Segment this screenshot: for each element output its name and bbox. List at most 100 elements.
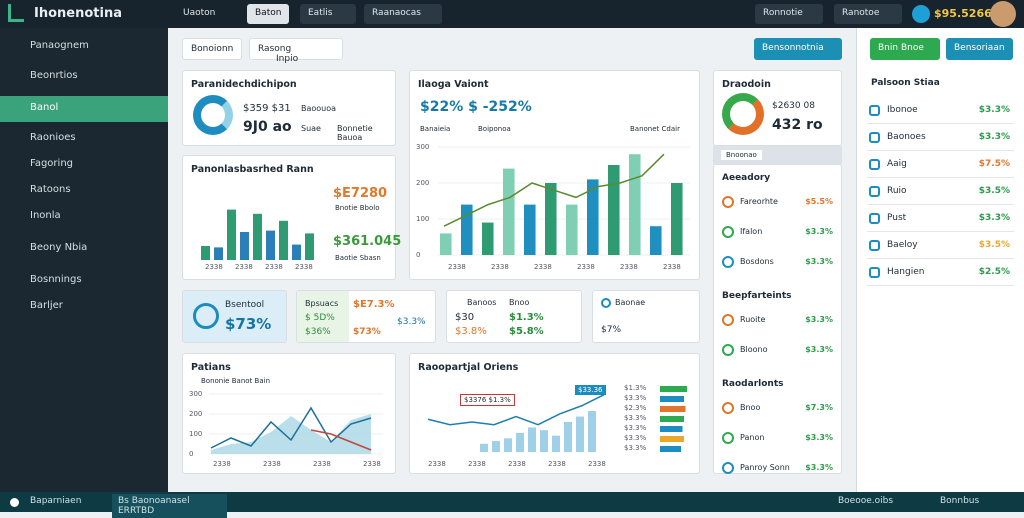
tab[interactable]: Eatlis [300,4,356,24]
y-tick-label: 100 [189,430,202,438]
bar [253,213,262,260]
icon [722,432,734,444]
value: $3.3% [805,315,833,324]
label: Panroy Sonn [740,463,790,472]
nav-item[interactable]: Fagoring [30,158,74,169]
nav-item[interactable]: Bosnnings [30,274,82,285]
menu[interactable]: Ronnotie [755,4,823,24]
button[interactable]: Rasong Inpio [249,38,343,64]
icon [722,196,734,208]
list-row: Ibonoe $3.3% [867,98,1014,124]
bar [660,406,686,412]
top-bar: Ihonenotina Uaoton Baton Eatlis Raanaoca… [0,0,1024,28]
icon [869,267,880,278]
avatar[interactable] [990,1,1016,27]
nav-item[interactable]: Beonrtios [30,70,78,81]
tab[interactable]: Raanaocas [364,4,442,24]
legend: Suae [301,124,321,133]
value: $E7280 [333,186,388,201]
bar [492,441,500,452]
nav-item[interactable]: Banol [0,96,168,122]
value: $359 $31 [243,103,291,114]
x-tick-label: 2338 [620,263,638,271]
bar [528,427,536,452]
bar [588,411,596,452]
bar-label: $3.3% [624,414,647,422]
value: $3.3% [978,132,1010,142]
tab[interactable]: Uaoton [183,8,216,18]
value: $73% [353,327,381,337]
x-tick-label: 2338 [508,460,526,468]
bar [266,230,275,260]
nav-item[interactable]: Panaognem [30,40,89,51]
label: Ruio [887,186,907,196]
x-tick-label: 2338 [663,263,681,271]
value: $30 [455,312,475,323]
label: Ruoite [740,315,766,324]
bar [660,436,684,442]
tab[interactable]: Baton [247,4,290,24]
value: $ 5D% [305,313,335,323]
menu[interactable]: Ranotoe [834,4,902,24]
kpi-card: Bsentool $73% [182,290,287,343]
list-row: Hangien $2.5% [867,260,1014,286]
nav-item[interactable]: Barljer [30,300,63,311]
button[interactable]: Bonoionn [182,38,242,60]
icon [193,303,219,329]
card-title: Draodoin [722,79,771,90]
highlight [297,291,349,342]
icon [10,498,19,507]
bar [524,204,536,255]
x-tick-label: 2338 [205,263,223,271]
card: Raoopartjal Oriens $3376 $1.3% $33.36 23… [409,353,700,474]
bar [292,244,301,260]
label: Baonae [615,298,646,307]
label: Bsentool [225,300,265,310]
x-tick-label: 2338 [468,460,486,468]
x-tick-label: 2338 [534,263,552,271]
bar [650,226,662,255]
value: $3.3% [805,463,833,472]
button[interactable]: Bensoriaan [946,38,1013,60]
x-tick-label: 2338 [263,460,281,468]
bar [660,416,684,422]
nav-item[interactable]: Ratoons [30,184,71,195]
x-tick-label: 2338 [577,263,595,271]
primary-button[interactable]: Bensonnotnia [754,38,842,60]
x-tick-label: 2338 [491,263,509,271]
line-chart: 0 100 200 300 2338 2338 2338 2338 [189,390,383,468]
bar [660,396,684,402]
bar [516,432,524,452]
x-tick-label: 2338 [213,460,231,468]
nav-item[interactable]: Inonla [30,210,61,221]
line [443,153,665,227]
line [427,394,605,426]
button[interactable]: Bnin Bnoe [870,38,940,60]
bar [240,232,249,260]
label: Baparniaen [30,496,82,506]
x-tick-label: 2338 [265,263,283,271]
nav-item[interactable]: Raonioes [30,132,76,143]
value: $5.5% [805,197,833,206]
label: Bnoonao [721,150,762,160]
bar-chart: 2338 2338 2338 2338 [201,209,314,271]
bar-label: $3.3% [624,434,647,442]
value: 9J0 ao [243,119,292,135]
bar [461,204,473,255]
bar [660,426,683,432]
nav-item[interactable]: Beony Nbia [30,242,88,253]
label: Baotie Sbasn [335,254,381,262]
list-row: Ifalon $3.3% [722,219,833,247]
card: Panonlasbasrhed Rann 2338 2338 2338 2338 $E… [182,155,401,280]
value: $3.5% [978,240,1010,250]
bar [552,435,560,452]
value: 432 ro [772,117,823,133]
filter[interactable]: Bnoonao [713,146,842,164]
value: $3.3% [805,433,833,442]
brand: Ihonenotina [34,6,122,21]
list-row: Fareorhte $5.5% [722,189,833,217]
list-row: Bnoo $7.3% [722,395,833,423]
sidebar: Panaognem Beonrtios Banol Raonioes Fagoring R… [0,28,168,492]
balance: $95.5266 [934,7,992,20]
bottom-bar: Baparniaen Bs Baonoanasel ERRTBD Boeooe.… [0,492,1024,518]
